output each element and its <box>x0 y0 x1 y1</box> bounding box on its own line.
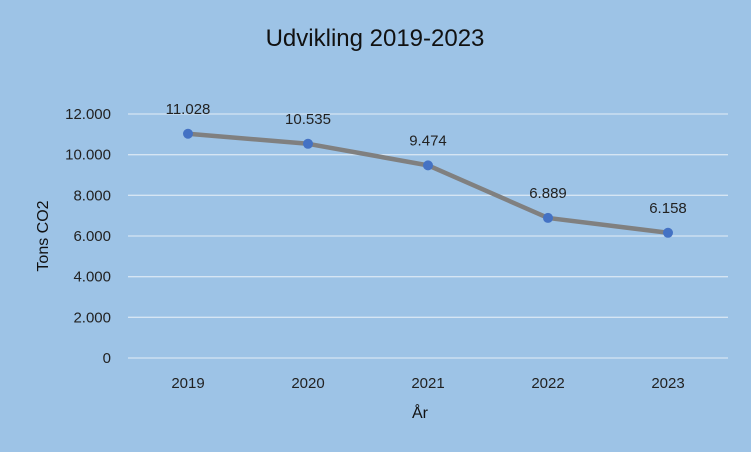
y-tick-label: 10.000 <box>65 147 111 164</box>
y-tick-label: 2.000 <box>73 309 111 326</box>
chart-title: Udvikling 2019-2023 <box>266 25 485 52</box>
x-tick-label: 2020 <box>291 375 324 392</box>
data-label: 10.535 <box>285 111 331 128</box>
y-tick-label: 4.000 <box>73 269 111 286</box>
y-tick-label: 0 <box>103 350 111 367</box>
x-axis-label: År <box>412 403 429 422</box>
data-label: 6.158 <box>649 200 687 217</box>
data-label: 6.889 <box>529 185 567 202</box>
data-point <box>663 227 673 238</box>
data-label: 9.474 <box>409 132 447 149</box>
data-point <box>543 212 553 223</box>
y-tick-label: 8.000 <box>73 187 111 204</box>
x-tick-label: 2023 <box>651 375 684 392</box>
y-tick-label: 6.000 <box>73 228 111 245</box>
y-axis-label: Tons CO2 <box>35 200 52 271</box>
x-tick-label: 2022 <box>531 375 564 392</box>
x-tick-label: 2021 <box>411 375 444 392</box>
y-tick-label: 12.000 <box>65 106 111 123</box>
data-point <box>303 138 313 149</box>
data-point <box>183 128 193 139</box>
x-tick-label: 2019 <box>171 375 204 392</box>
data-label: 11.028 <box>166 101 211 118</box>
data-point <box>423 160 433 171</box>
